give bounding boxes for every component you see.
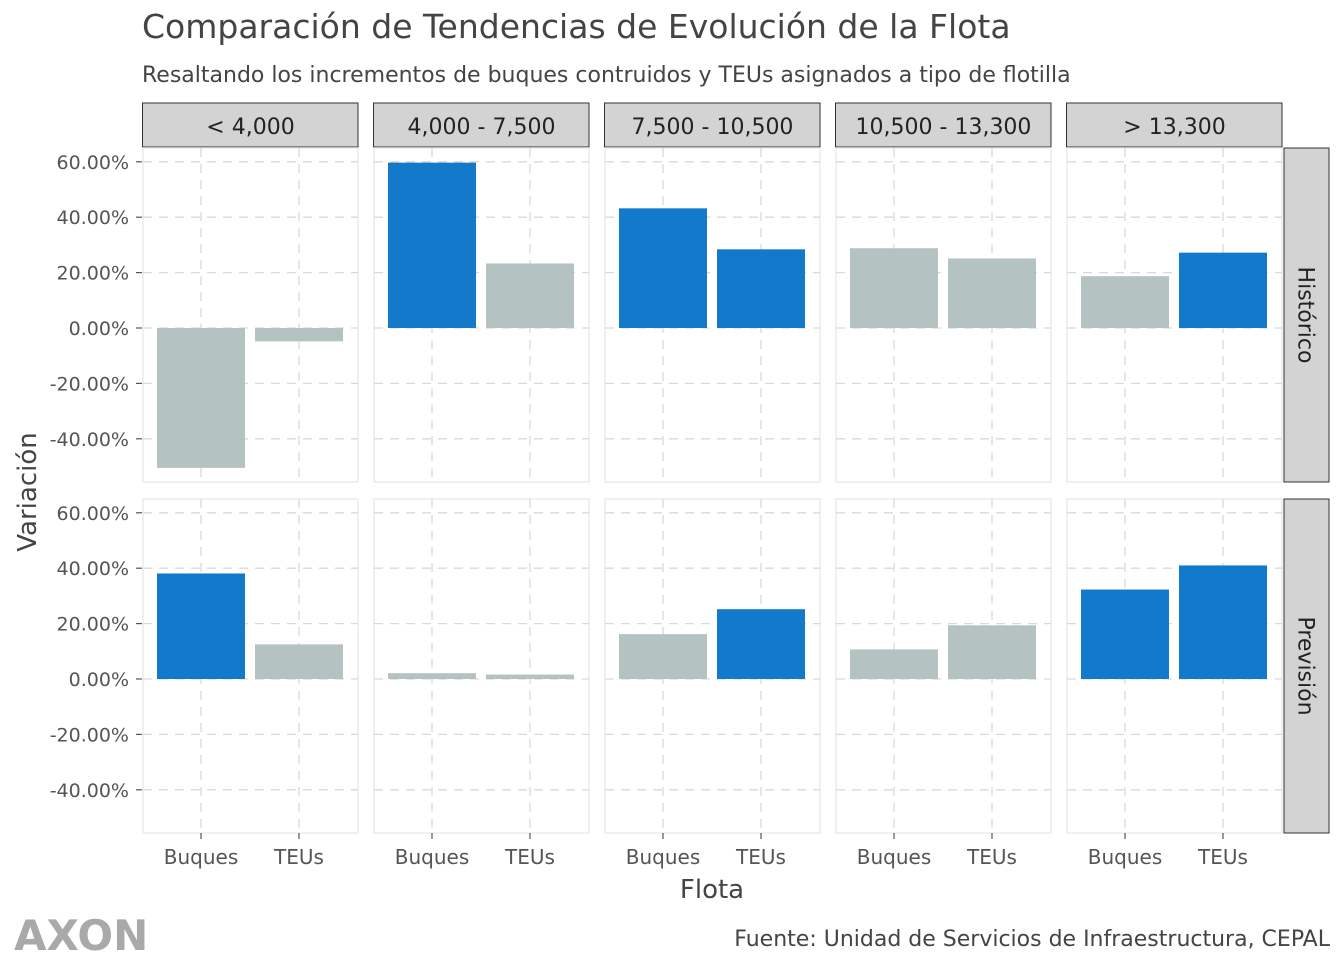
bar: [850, 649, 938, 679]
x-tick-label: TEUs: [504, 845, 555, 869]
y-tick-label: 0.00%: [69, 318, 129, 340]
facet-strip-label: 10,500 - 13,300: [856, 115, 1032, 140]
facet-strip-col: [1066, 102, 1283, 148]
y-tick-label: -20.00%: [50, 724, 129, 746]
facet-strip-col: [835, 102, 1052, 148]
y-tick-label: 60.00%: [57, 503, 129, 525]
facet-strip-row: [1283, 498, 1330, 834]
x-tick-label: Buques: [164, 845, 239, 869]
facet-panel: [1066, 147, 1283, 483]
x-tick-label: Buques: [626, 845, 701, 869]
bar: [388, 673, 476, 679]
y-tick-label: -40.00%: [50, 429, 129, 451]
facet-strip-col: [373, 102, 590, 148]
y-tick-label: -20.00%: [50, 373, 129, 395]
facet-panel: [604, 147, 821, 483]
y-tick-label: 40.00%: [57, 558, 129, 580]
facet-strip-row-label: Histórico: [1293, 267, 1318, 364]
x-tick-label: TEUs: [1197, 845, 1248, 869]
bar: [619, 208, 707, 328]
bar: [717, 609, 805, 679]
panel-border: [373, 498, 590, 834]
facet-panel: [604, 498, 821, 834]
axon-logo: AXON: [14, 911, 148, 960]
facet-strip-row: [1283, 147, 1330, 483]
facet-panel: [1066, 498, 1283, 834]
bar: [850, 248, 938, 328]
bar: [717, 249, 805, 328]
x-tick-label: Buques: [857, 845, 932, 869]
bar: [157, 573, 245, 679]
facet-panel: [142, 147, 359, 483]
facet-strip-label: > 13,300: [1123, 115, 1225, 140]
bar: [1081, 589, 1169, 679]
y-tick-label: 20.00%: [57, 614, 129, 636]
facet-panel: [142, 498, 359, 834]
facet-panel: [835, 147, 1052, 483]
facet-panel: [373, 147, 590, 483]
x-tick-label: TEUs: [966, 845, 1017, 869]
facet-strip-col: [142, 102, 359, 148]
bar: [1179, 252, 1267, 328]
x-tick-label: Buques: [1088, 845, 1163, 869]
bar: [619, 634, 707, 679]
bar: [255, 328, 343, 342]
bar: [157, 328, 245, 468]
y-tick-label: -40.00%: [50, 780, 129, 802]
y-tick-label: 40.00%: [57, 207, 129, 229]
facet-strip-label: 4,000 - 7,500: [408, 115, 556, 140]
bar: [1081, 276, 1169, 328]
chart-title: Comparación de Tendencias de Evolución d…: [142, 7, 1011, 46]
facet-strip-label: 7,500 - 10,500: [632, 115, 794, 140]
y-tick-label: 20.00%: [57, 263, 129, 285]
facet-strip-col: [604, 102, 821, 148]
x-tick-label: TEUs: [735, 845, 786, 869]
x-axis-label: Flota: [680, 875, 744, 905]
facet-strip-row-label: Previsión: [1293, 616, 1318, 715]
panels-layer: < 4,000 4,000 - 7,500 7,500 - 10,500 10,500…: [50, 102, 1330, 869]
y-axis-label: Variación: [13, 432, 43, 551]
x-tick-label: Buques: [395, 845, 470, 869]
bar: [486, 263, 574, 328]
bar: [486, 674, 574, 679]
bar: [255, 644, 343, 679]
facet-panel: [373, 498, 590, 834]
facet-panel: [835, 498, 1052, 834]
chart-subtitle: Resaltando los incrementos de buques con…: [142, 63, 1071, 88]
y-tick-label: 60.00%: [57, 152, 129, 174]
facet-strip-label: < 4,000: [206, 115, 294, 140]
bar: [948, 625, 1036, 679]
bar: [948, 258, 1036, 328]
y-tick-label: 0.00%: [69, 669, 129, 691]
x-tick-label: TEUs: [273, 845, 324, 869]
bar: [388, 162, 476, 328]
source-caption: Fuente: Unidad de Servicios de Infraestr…: [734, 927, 1330, 952]
bar: [1179, 565, 1267, 679]
